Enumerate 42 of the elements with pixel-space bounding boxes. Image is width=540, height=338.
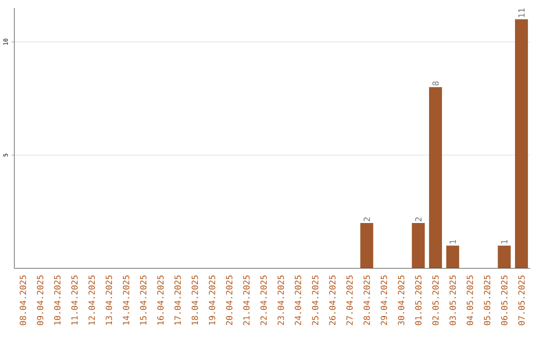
x-tick-label: 15.04.2025 [140,276,146,325]
data-label: 1 [450,240,456,244]
bar [498,246,511,268]
x-tick-label: 05.05.2025 [484,276,490,326]
x-tick-label: 14.04.2025 [122,276,130,325]
bar [429,87,442,268]
data-label: 2 [415,218,422,222]
x-tick-label: 11.04.2025 [71,276,78,325]
x-tick-label: 28.04.2025 [364,276,370,326]
data-label: 1 [501,240,508,244]
x-tick-label: 10.04.2025 [54,276,60,325]
data-label: 8 [432,82,439,86]
x-tick-label: 13.04.2025 [106,276,112,325]
data-label: 2 [364,218,370,222]
x-tick-label: 03.05.2025 [450,276,456,326]
x-tick-label: 04.05.2025 [466,276,474,326]
x-tick-label: 08.04.2025 [20,276,26,326]
x-tick-label: 18.04.2025 [192,276,198,325]
x-tick-label: 02.05.2025 [432,276,439,326]
x-tick-label: 21.04.2025 [243,276,250,326]
x-tick-label: 29.04.2025 [380,276,388,326]
x-tick-label: 24.04.2025 [294,276,302,326]
x-tick-label: 23.04.2025 [278,276,284,326]
x-tick-label: 12.04.2025 [88,276,95,325]
x-tick-label: 30.04.2025 [398,276,404,326]
x-tick-label: 19.04.2025 [208,276,216,325]
x-tick-label: 22.04.2025 [260,276,267,326]
x-tick-label: 01.05.2025 [415,276,422,326]
x-tick-label: 17.04.2025 [174,276,181,325]
data-label: 11 [518,8,525,18]
x-tick-label: 16.04.2025 [157,276,164,325]
x-tick-label: 25.04.2025 [312,276,318,326]
bar [360,223,374,268]
bar [446,246,460,268]
x-tick-label: 07.05.2025 [518,276,525,326]
x-tick-label: 26.04.2025 [329,276,336,326]
x-tick-label: 09.04.2025 [36,276,44,326]
x-tick-label: 06.05.2025 [501,276,508,326]
x-tick-label: 20.04.2025 [226,276,232,326]
x-tick-label: 27.04.2025 [346,276,353,326]
bar [515,19,528,268]
bar [412,223,425,268]
